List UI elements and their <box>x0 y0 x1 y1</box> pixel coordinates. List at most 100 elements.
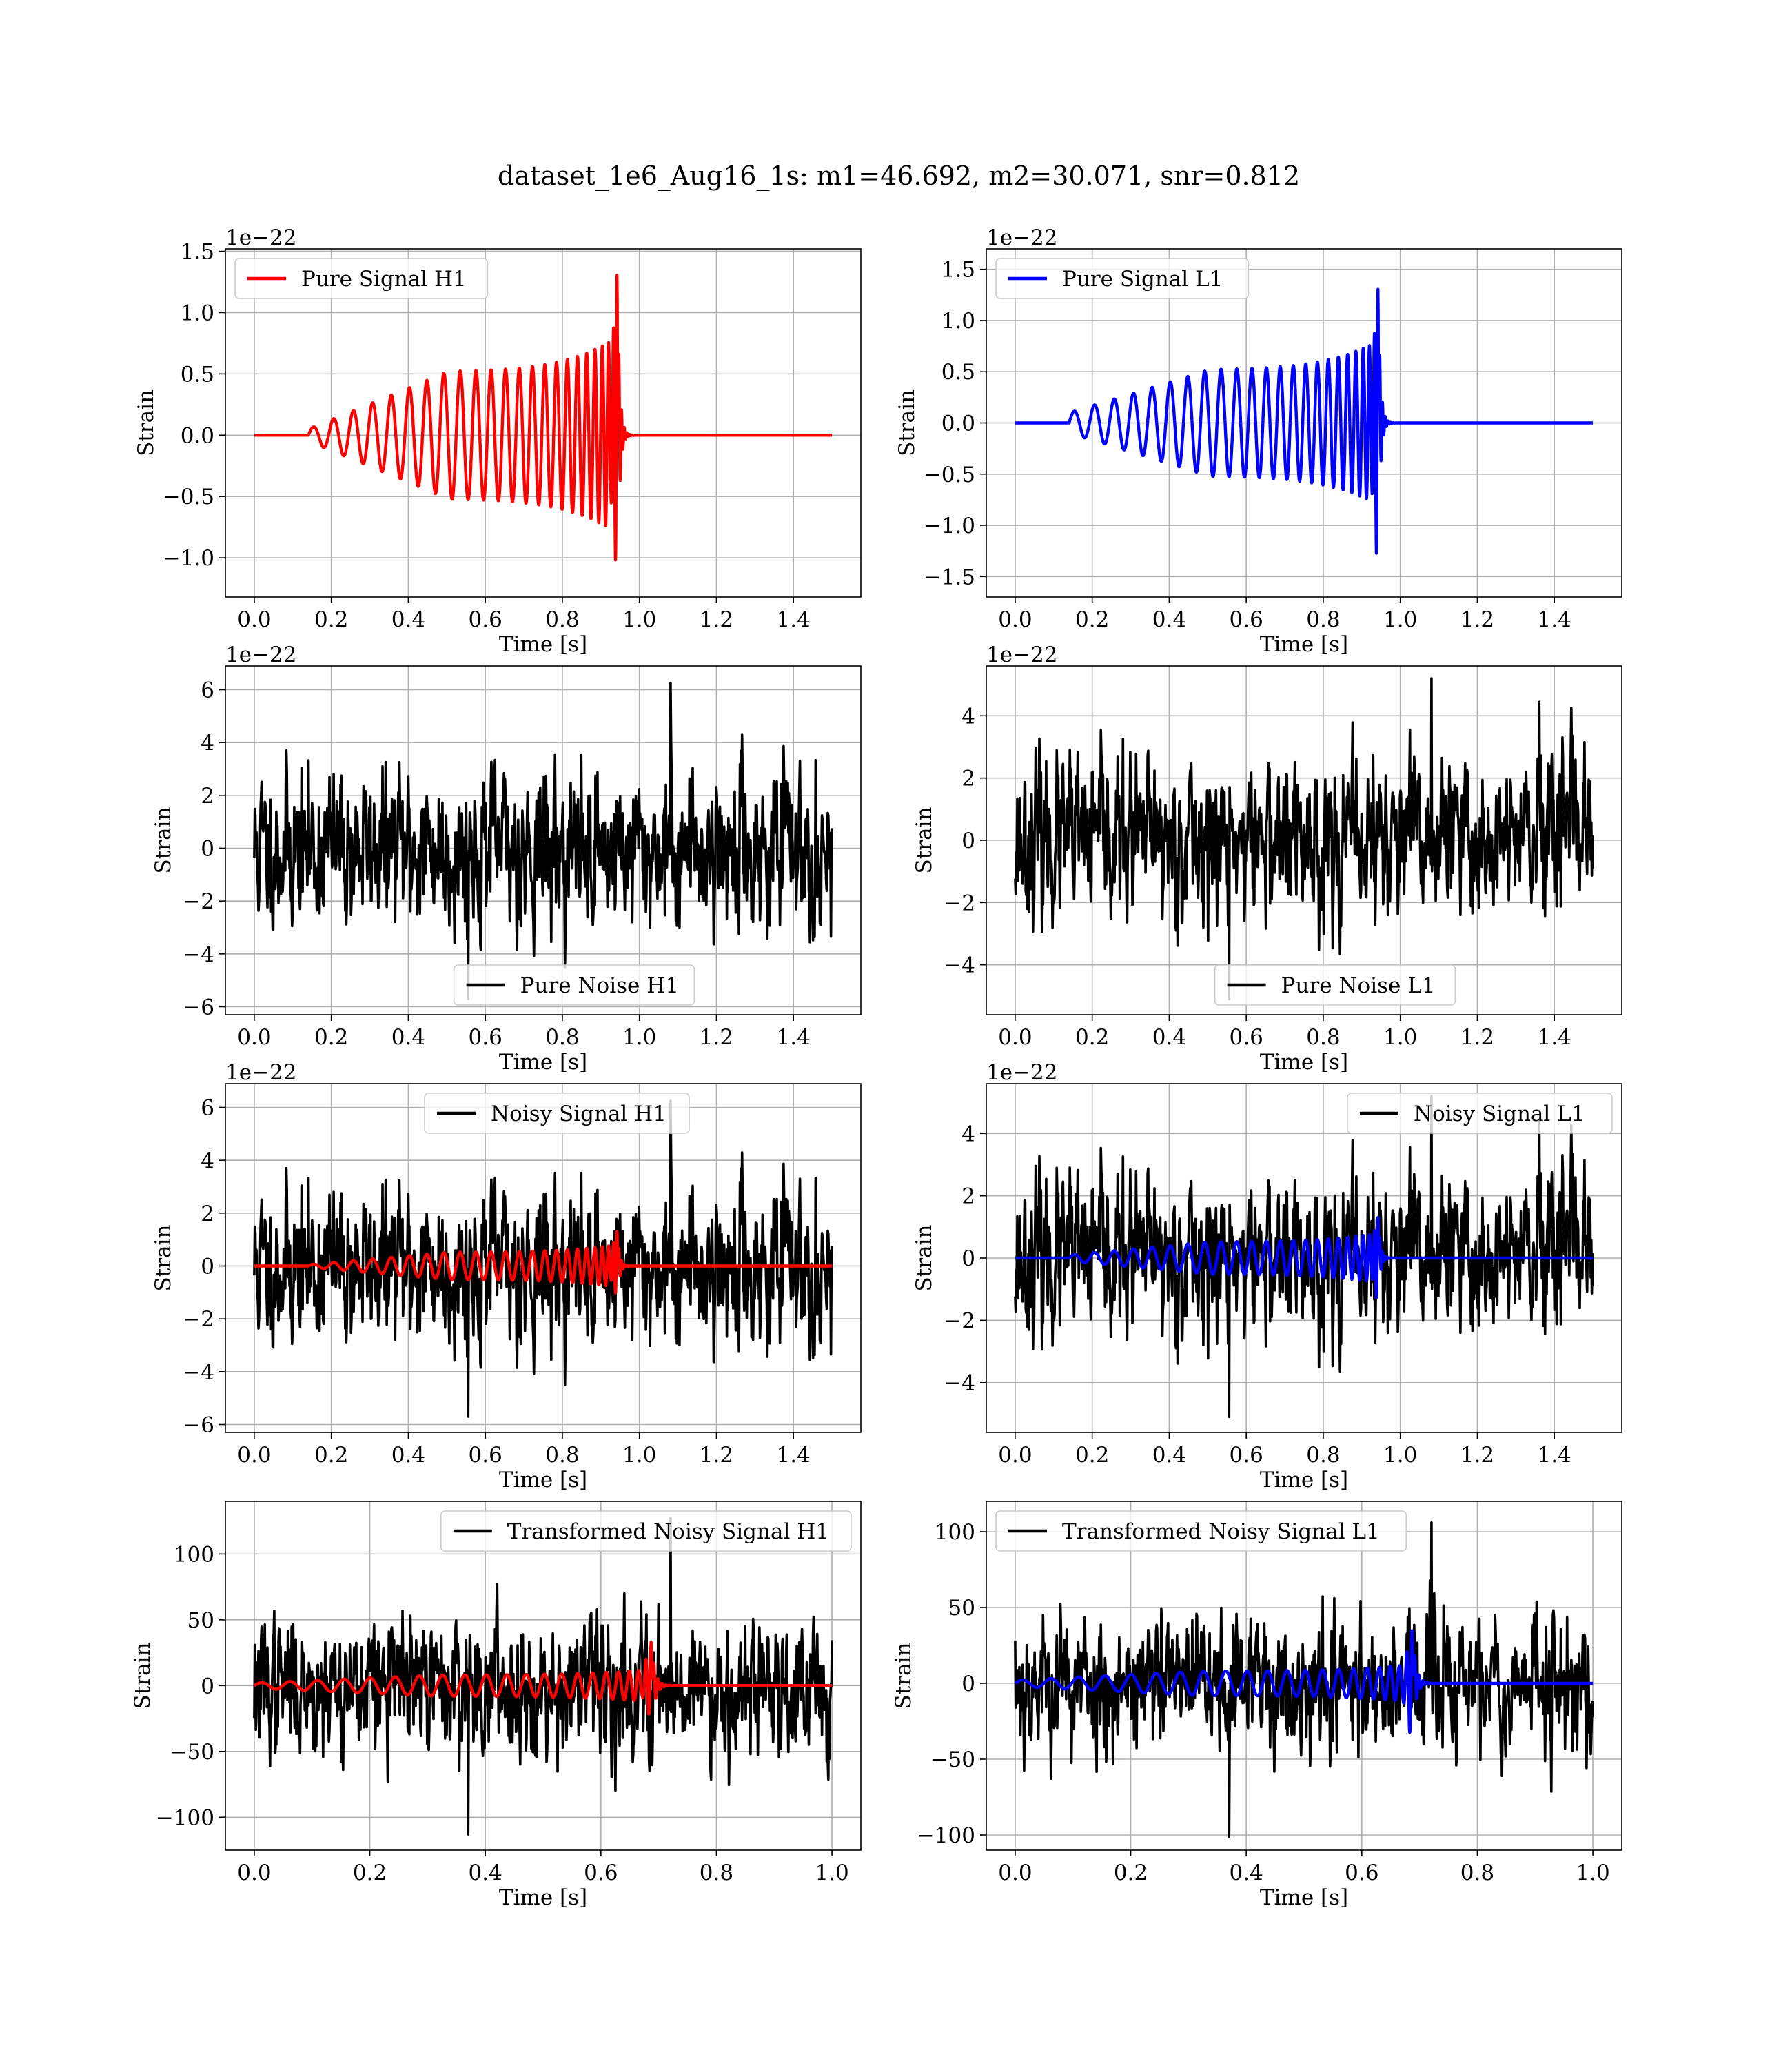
y-tick-label: −2 <box>944 891 975 915</box>
x-axis-label: Time [s] <box>1260 1885 1348 1910</box>
x-tick-label: 1.0 <box>1383 607 1417 632</box>
y-tick-label: 4 <box>201 731 214 756</box>
legend-label: Pure Signal H1 <box>301 267 467 292</box>
legend: Transformed Noisy Signal L1 <box>995 1510 1407 1552</box>
x-tick-label: 0.0 <box>237 607 271 632</box>
x-tick-label: 0.8 <box>1306 1025 1340 1050</box>
x-tick-label: 0.4 <box>469 1861 502 1885</box>
y-offset-text: 1e−22 <box>986 642 1058 667</box>
axes-frame <box>986 665 1622 1015</box>
legend-label: Noisy Signal H1 <box>491 1102 666 1126</box>
y-axis-label: Strain <box>912 1225 937 1292</box>
y-tick-label: 0 <box>961 1246 975 1271</box>
y-tick-label: −4 <box>944 953 975 978</box>
x-tick-label: 1.0 <box>622 607 656 632</box>
series-line-noise <box>1014 677 1594 1001</box>
subplot-noisy-signal-h1: 0.0 0.2 0.4 0.6 0.8 1.0 1.2 1.4 −6 −4 −2 0 2 4 6 Time [… <box>151 1060 862 1492</box>
x-tick-label: 0.0 <box>237 1443 271 1468</box>
x-tick-label: 0.2 <box>353 1861 387 1885</box>
x-tick-label: 0.0 <box>998 1861 1032 1885</box>
y-tick-label: 2 <box>961 767 975 791</box>
legend-label: Transformed Noisy Signal L1 <box>1062 1519 1380 1544</box>
axes-frame <box>225 665 862 1015</box>
y-tick-label: 0 <box>201 1674 214 1699</box>
x-tick-label: 0.6 <box>469 1025 502 1050</box>
legend-box <box>424 1093 690 1134</box>
axes-frame <box>986 248 1622 598</box>
legend: Transformed Noisy Signal H1 <box>440 1510 852 1552</box>
y-tick-label: 1.5 <box>941 258 975 283</box>
y-tick-label: 0.5 <box>181 362 214 387</box>
series-group <box>253 1517 833 1836</box>
y-tick-label: 0 <box>961 1672 975 1696</box>
x-tick-label: 0.2 <box>314 1443 348 1468</box>
x-tick-label: 0.2 <box>314 607 348 632</box>
axes-frame <box>986 1501 1622 1851</box>
x-tick-label: 0.6 <box>1230 607 1263 632</box>
y-tick-label: −2 <box>944 1308 975 1333</box>
subplot-pure-signal-l1: 0.0 0.2 0.4 0.6 0.8 1.0 1.2 1.4 −1.5 −1.0 −0.5 0.0 0… <box>895 225 1622 657</box>
legend-label: Pure Signal L1 <box>1062 267 1223 292</box>
y-tick-label: 50 <box>948 1596 975 1621</box>
series-line-noise <box>253 682 833 1000</box>
y-tick-label: 2 <box>961 1184 975 1209</box>
y-tick-label: −1.5 <box>924 565 975 589</box>
y-tick-label: 1.0 <box>181 301 214 325</box>
x-tick-label: 0.6 <box>469 607 502 632</box>
subplot-noisy-signal-l1: 0.0 0.2 0.4 0.6 0.8 1.0 1.2 1.4 −4 −2 0 2 4 Time [s] S… <box>912 1060 1622 1492</box>
x-tick-label: 0.2 <box>314 1025 348 1050</box>
legend-label: Pure Noise H1 <box>520 973 679 998</box>
x-axis-label: Time [s] <box>1260 1468 1348 1492</box>
y-tick-label: −0.5 <box>924 463 975 487</box>
y-axis-label: Strain <box>891 1643 916 1710</box>
x-tick-label: 1.0 <box>1576 1861 1609 1885</box>
y-offset-text: 1e−22 <box>225 642 297 667</box>
x-tick-label: 0.8 <box>545 607 579 632</box>
x-tick-label: 0.4 <box>1230 1861 1263 1885</box>
x-tick-label: 1.4 <box>777 1025 811 1050</box>
x-tick-label: 0.6 <box>469 1443 502 1468</box>
y-tick-label: 100 <box>935 1520 975 1545</box>
legend-label: Transformed Noisy Signal H1 <box>507 1519 829 1544</box>
x-tick-label: 1.0 <box>622 1025 656 1050</box>
x-axis-label: Time [s] <box>1260 632 1348 657</box>
legend-box <box>440 1510 852 1552</box>
legend-box <box>995 258 1250 299</box>
x-tick-label: 1.4 <box>777 1443 811 1468</box>
y-tick-label: −100 <box>917 1823 975 1848</box>
y-tick-label: −4 <box>183 942 214 967</box>
series-line-signal <box>1014 287 1594 555</box>
y-tick-label: −2 <box>183 1307 214 1332</box>
legend: Pure Signal L1 <box>995 258 1250 299</box>
x-tick-label: 0.4 <box>391 1443 425 1468</box>
subplot-pure-noise-h1: 0.0 0.2 0.4 0.6 0.8 1.0 1.2 1.4 −6 −4 −2 0 2 4 6 Time [… <box>151 642 862 1075</box>
series-group <box>253 1099 833 1418</box>
subplot-pure-noise-l1: 0.0 0.2 0.4 0.6 0.8 1.0 1.2 1.4 −4 −2 0 2 4 Time [s] S… <box>912 642 1622 1075</box>
legend-box <box>234 258 489 299</box>
y-tick-label: −6 <box>183 1413 214 1438</box>
x-tick-label: 0.4 <box>1152 607 1186 632</box>
y-tick-label: −2 <box>183 889 214 914</box>
y-tick-label: −0.5 <box>163 485 214 509</box>
y-tick-label: −4 <box>183 1360 214 1385</box>
x-tick-label: 1.2 <box>700 1025 733 1050</box>
x-tick-label: 1.2 <box>700 607 733 632</box>
y-axis-label: Strain <box>134 389 159 456</box>
y-tick-label: 4 <box>961 1122 975 1146</box>
x-tick-label: 0.8 <box>1306 1443 1340 1468</box>
legend-box <box>1347 1093 1613 1134</box>
x-tick-label: 1.0 <box>622 1443 656 1468</box>
series-group <box>1014 677 1594 1001</box>
legend-label: Noisy Signal L1 <box>1414 1102 1585 1126</box>
y-offset-text: 1e−22 <box>986 1060 1058 1085</box>
y-tick-label: 6 <box>201 1096 214 1121</box>
figure-title: dataset_1e6_Aug16_1s: m1=46.692, m2=30.0… <box>498 161 1300 192</box>
x-tick-label: 1.0 <box>1383 1443 1417 1468</box>
subplot-transformed-noisy-signal-h1: 0.0 0.2 0.4 0.6 0.8 1.0 −100 −50 0 50 100 Time [s] S… <box>130 1501 862 1910</box>
x-tick-label: 0.6 <box>1345 1861 1378 1885</box>
y-tick-label: −6 <box>183 995 214 1020</box>
x-tick-label: 0.0 <box>998 1025 1032 1050</box>
y-tick-label: 100 <box>174 1542 214 1567</box>
series-line-signal <box>253 1641 833 1716</box>
